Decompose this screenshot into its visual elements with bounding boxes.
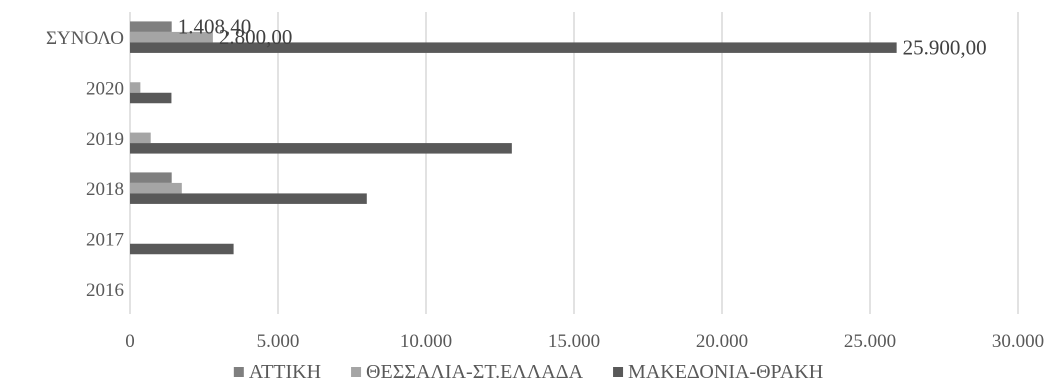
- category-label-συνολο: ΣΥΝΟΛΟ: [46, 28, 124, 49]
- data-label-1: 1.408,40: [178, 15, 252, 39]
- bar-συνολο-series-2: [130, 31, 213, 43]
- gridlines: [129, 12, 1019, 314]
- category-labels: 2016 2017 2018 2019 2020 ΣΥΝΟΛΟ: [46, 28, 124, 301]
- data-labels: 1.408,402.800,00 25.900,00: [178, 15, 987, 60]
- legend-item-3: ΜΑΚΕΔΟΝΙΑ-ΘΡΑΚΗ: [613, 361, 823, 383]
- legend-swatch-3: [613, 367, 624, 377]
- bar-συνολο-series-3: [130, 42, 897, 53]
- category-label-2019: 2019: [86, 129, 124, 150]
- bar-2018-series-1: [130, 172, 172, 183]
- data-label-2: 2.800,00: [219, 25, 293, 49]
- bar-2018-series-2: [130, 182, 182, 194]
- x-tick-label-20000: 20.000: [696, 331, 748, 352]
- category-label-2016: 2016: [86, 280, 124, 301]
- data-label-3: 25.900,00: [903, 36, 987, 60]
- x-tick-label-5000: 5.000: [257, 331, 300, 352]
- x-tick-label-0: 0: [125, 331, 135, 352]
- bar-συνολο-series-1: [130, 21, 172, 32]
- legend-swatch-2: [351, 367, 362, 377]
- bars: [130, 21, 897, 255]
- x-tick-label-10000: 10.000: [400, 331, 452, 352]
- category-label-2018: 2018: [86, 179, 124, 200]
- bar-2020-series-3: [130, 92, 172, 104]
- bar-2018-series-3: [130, 193, 367, 204]
- x-tick-label-25000: 25.000: [844, 331, 896, 352]
- bar-2017-series-3: [130, 243, 234, 255]
- legend-label-1: ΑΤΤΙΚΗ: [249, 361, 321, 383]
- legend-label-3: ΜΑΚΕΔΟΝΙΑ-ΘΡΑΚΗ: [628, 361, 823, 383]
- category-label-2017: 2017: [86, 230, 124, 251]
- legend: ΑΤΤΙΚΗ ΘΕΣΣΑΛΙΑ-ΣΤ.ΕΛΛΑΔΑ ΜΑΚΕΔΟΝΙΑ-ΘΡΑΚΗ: [233, 361, 823, 383]
- x-tick-label-15000: 15.000: [548, 331, 600, 352]
- bar-2020-series-2: [130, 82, 141, 93]
- legend-swatch-1: [233, 367, 244, 377]
- bar-2019-series-3: [130, 143, 512, 154]
- category-label-2020: 2020: [86, 79, 124, 100]
- bar-2019-series-2: [130, 132, 151, 144]
- x-tick-labels: 0 5.000 10.000 15.000 20.000 25.000 30.000: [125, 331, 1044, 352]
- legend-label-2: ΘΕΣΣΑΛΙΑ-ΣΤ.ΕΛΛΑΔΑ: [366, 361, 584, 383]
- x-tick-label-30000: 30.000: [992, 331, 1044, 352]
- legend-item-1: ΑΤΤΙΚΗ: [233, 361, 321, 383]
- legend-item-2: ΘΕΣΣΑΛΙΑ-ΣΤ.ΕΛΛΑΔΑ: [351, 361, 584, 383]
